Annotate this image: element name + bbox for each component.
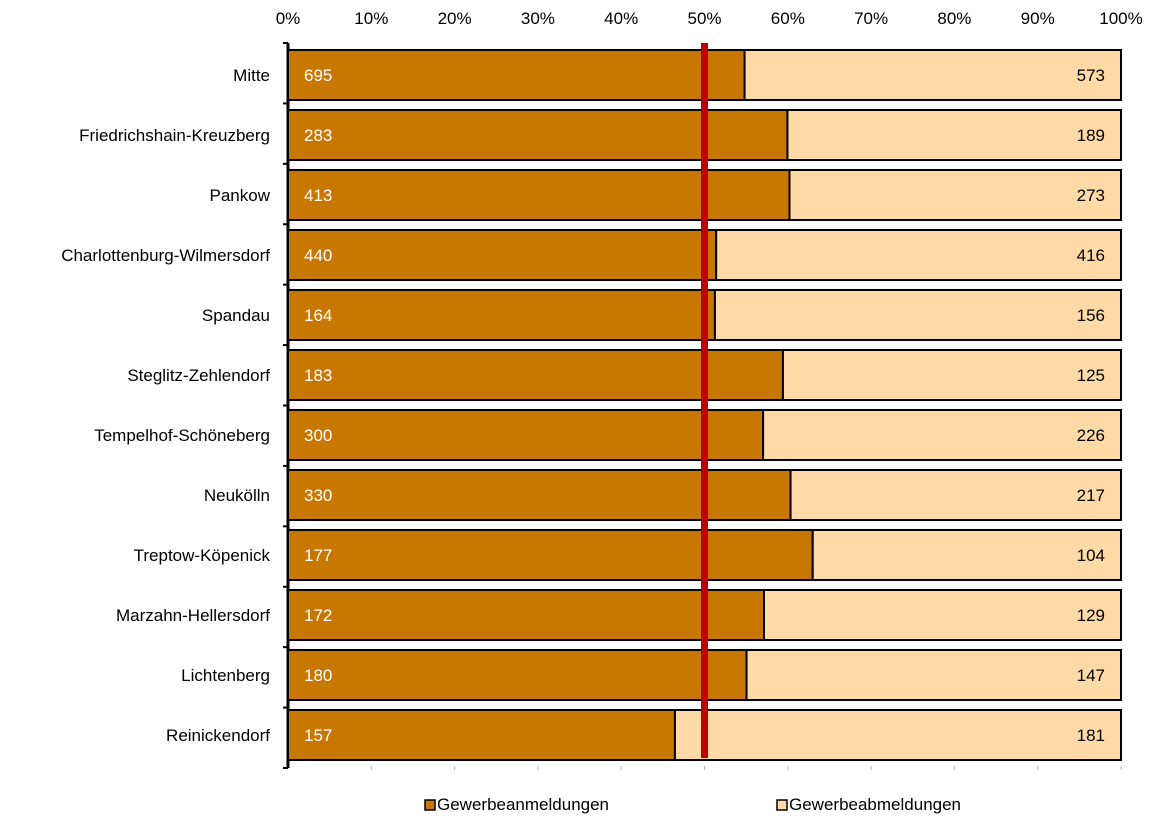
data-label-abmeldungen: 217 bbox=[1077, 486, 1105, 505]
data-label-anmeldungen: 157 bbox=[304, 726, 332, 745]
bar-segment-anmeldungen bbox=[287, 169, 791, 221]
x-tick-label: 100% bbox=[1099, 9, 1142, 28]
data-label-abmeldungen: 273 bbox=[1077, 186, 1105, 205]
data-label-anmeldungen: 440 bbox=[304, 246, 332, 265]
bar-segment-anmeldungen bbox=[287, 589, 765, 641]
data-label-abmeldungen: 104 bbox=[1077, 546, 1105, 565]
bar-segment-anmeldungen bbox=[287, 409, 765, 461]
category-label: Steglitz-Zehlendorf bbox=[127, 366, 270, 385]
data-label-abmeldungen: 416 bbox=[1077, 246, 1105, 265]
data-label-abmeldungen: 573 bbox=[1077, 66, 1105, 85]
data-label-anmeldungen: 300 bbox=[304, 426, 332, 445]
data-label-anmeldungen: 183 bbox=[304, 366, 332, 385]
bar-segment-abmeldungen bbox=[781, 349, 1122, 401]
data-label-anmeldungen: 695 bbox=[304, 66, 332, 85]
category-labels: Mitte Friedrichshain-Kreuzberg Pankow Charl… bbox=[61, 66, 271, 745]
x-tick-label: 0% bbox=[276, 9, 301, 28]
legend-item-abmeldungen: Gewerbeabmeldungen bbox=[776, 795, 961, 814]
x-tick-label: 60% bbox=[771, 9, 805, 28]
x-axis-ticks: 0% 10% 20% 30% 40% 50% 60% 70% 80% 90% 100% bbox=[276, 9, 1143, 28]
bar-segment-anmeldungen bbox=[287, 109, 789, 161]
data-label-abmeldungen: 189 bbox=[1077, 126, 1105, 145]
category-label: Pankow bbox=[210, 186, 271, 205]
bar-segment-anmeldungen bbox=[287, 229, 718, 281]
bar-segment-abmeldungen bbox=[763, 589, 1122, 641]
data-label-anmeldungen: 177 bbox=[304, 546, 332, 565]
category-label: Reinickendorf bbox=[166, 726, 270, 745]
category-label: Lichtenberg bbox=[181, 666, 270, 685]
category-label: Treptow-Köpenick bbox=[134, 546, 271, 565]
x-tick-label: 70% bbox=[854, 9, 888, 28]
data-label-anmeldungen: 164 bbox=[304, 306, 332, 325]
legend-swatch bbox=[776, 799, 788, 811]
x-tick-label: 20% bbox=[438, 9, 472, 28]
bar-segment-abmeldungen bbox=[811, 529, 1122, 581]
bar-segment-abmeldungen bbox=[715, 229, 1122, 281]
legend: Gewerbeanmeldungen Gewerbeabmeldungen bbox=[424, 795, 961, 814]
legend-label: Gewerbeabmeldungen bbox=[789, 795, 961, 814]
bar-segment-abmeldungen bbox=[786, 109, 1122, 161]
bar-segment-abmeldungen bbox=[788, 169, 1122, 221]
data-label-abmeldungen: 125 bbox=[1077, 366, 1105, 385]
bar-segment-abmeldungen bbox=[713, 289, 1122, 341]
bar-segment-anmeldungen bbox=[287, 349, 784, 401]
bar-segment-anmeldungen bbox=[287, 529, 814, 581]
x-tick-label: 90% bbox=[1021, 9, 1055, 28]
legend-swatch bbox=[424, 799, 436, 811]
data-label-anmeldungen: 180 bbox=[304, 666, 332, 685]
category-label: Spandau bbox=[202, 306, 270, 325]
bar-segment-abmeldungen bbox=[745, 649, 1122, 701]
bar-segment-anmeldungen bbox=[287, 469, 792, 521]
x-tick-label: 10% bbox=[354, 9, 388, 28]
category-label: Tempelhof-Schöneberg bbox=[94, 426, 270, 445]
category-label: Friedrichshain-Kreuzberg bbox=[79, 126, 270, 145]
bar-segment-abmeldungen bbox=[789, 469, 1122, 521]
x-tick-label: 40% bbox=[604, 9, 638, 28]
data-label-anmeldungen: 330 bbox=[304, 486, 332, 505]
x-tick-label: 50% bbox=[687, 9, 721, 28]
data-label-anmeldungen: 413 bbox=[304, 186, 332, 205]
data-label-anmeldungen: 172 bbox=[304, 606, 332, 625]
category-label: Neukölln bbox=[204, 486, 270, 505]
bar-segment-abmeldungen bbox=[743, 49, 1123, 101]
category-label: Marzahn-Hellersdorf bbox=[116, 606, 270, 625]
data-label-abmeldungen: 181 bbox=[1077, 726, 1105, 745]
bar-segment-anmeldungen bbox=[287, 649, 748, 701]
y-axis bbox=[283, 42, 1122, 770]
data-label-abmeldungen: 129 bbox=[1077, 606, 1105, 625]
bar-segment-abmeldungen bbox=[673, 709, 1122, 761]
x-tick-label: 80% bbox=[937, 9, 971, 28]
legend-item-anmeldungen: Gewerbeanmeldungen bbox=[424, 795, 609, 814]
category-label: Mitte bbox=[233, 66, 270, 85]
legend-label: Gewerbeanmeldungen bbox=[437, 795, 609, 814]
bar-segment-anmeldungen bbox=[287, 289, 716, 341]
data-label-abmeldungen: 226 bbox=[1077, 426, 1105, 445]
bar-segment-anmeldungen bbox=[287, 49, 746, 101]
bar-segment-anmeldungen bbox=[287, 709, 676, 761]
data-label-abmeldungen: 156 bbox=[1077, 306, 1105, 325]
data-label-abmeldungen: 147 bbox=[1077, 666, 1105, 685]
data-label-anmeldungen: 283 bbox=[304, 126, 332, 145]
x-tick-label: 30% bbox=[521, 9, 555, 28]
category-label: Charlottenburg-Wilmersdorf bbox=[61, 246, 270, 265]
bar-segment-abmeldungen bbox=[762, 409, 1122, 461]
